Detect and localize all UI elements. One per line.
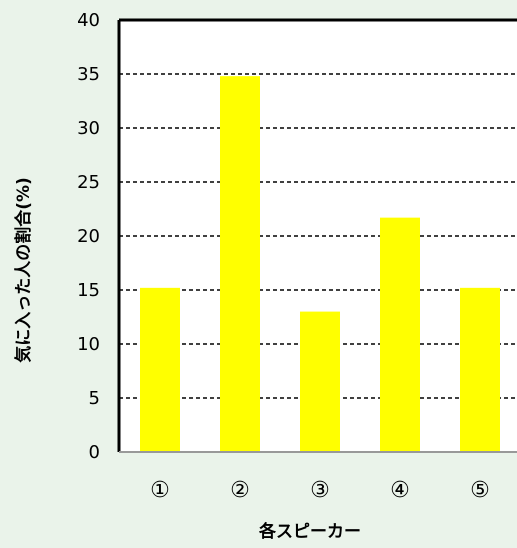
x-tick-label: ⑤ bbox=[470, 478, 490, 503]
x-tick-label: ① bbox=[150, 478, 170, 503]
y-axis-title: 気に入った人の割合(%) bbox=[13, 177, 34, 364]
y-tick-label: 35 bbox=[77, 64, 100, 85]
y-tick-label: 20 bbox=[77, 226, 100, 247]
x-axis-title: 各スピーカー bbox=[258, 521, 361, 542]
x-tick-label: ③ bbox=[310, 478, 330, 503]
y-tick-label: 0 bbox=[89, 442, 100, 463]
x-tick-labels: ① ② ③ ④ ⑤ bbox=[150, 478, 490, 503]
x-tick-label: ② bbox=[230, 478, 250, 503]
y-tick-label: 30 bbox=[77, 118, 100, 139]
y-tick-label: 25 bbox=[77, 172, 100, 193]
bar bbox=[380, 217, 420, 452]
y-tick-label: 10 bbox=[77, 334, 100, 355]
y-tick-labels: 0 5 10 15 20 25 30 35 40 bbox=[77, 10, 100, 463]
bars bbox=[140, 76, 500, 452]
bar bbox=[300, 311, 340, 452]
y-tick-label: 15 bbox=[77, 280, 100, 301]
bar bbox=[220, 76, 260, 452]
y-tick-label: 5 bbox=[89, 388, 100, 409]
y-tick-label: 40 bbox=[77, 10, 100, 31]
bar bbox=[460, 287, 500, 452]
x-tick-label: ④ bbox=[390, 478, 410, 503]
bar bbox=[140, 287, 180, 452]
